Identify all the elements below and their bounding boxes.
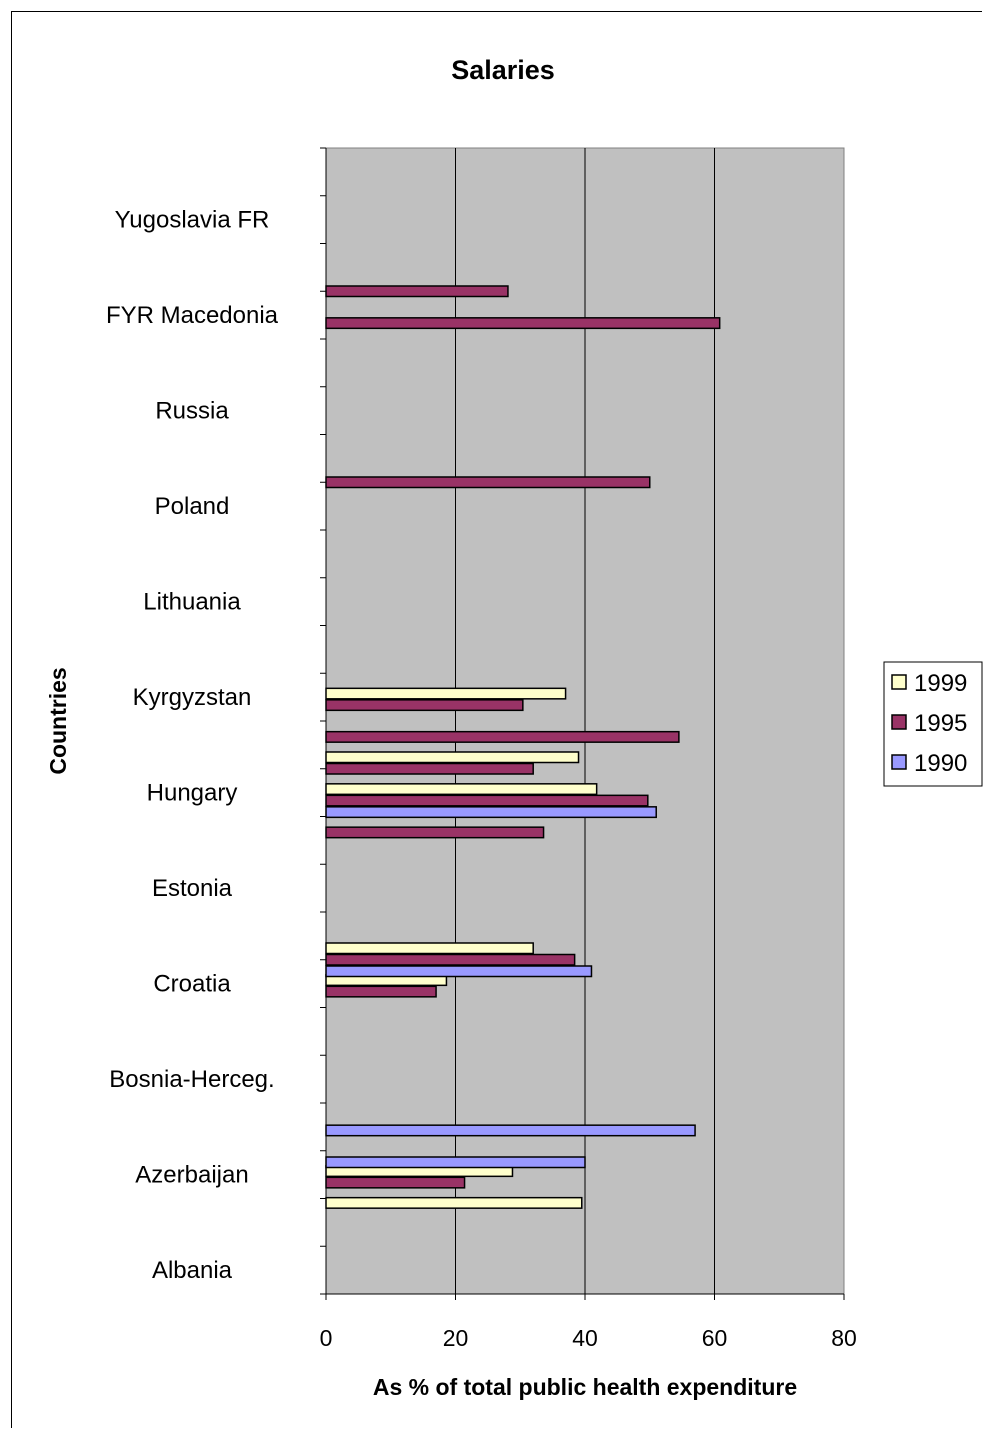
category-label: Lithuania bbox=[143, 589, 241, 616]
category-label: Kyrgyzstan bbox=[133, 684, 252, 711]
bar-1990 bbox=[325, 806, 657, 819]
bar-1999 bbox=[325, 783, 598, 796]
axis-ticks bbox=[320, 147, 845, 1300]
category-label: Yugoslavia FR bbox=[115, 207, 270, 234]
x-tick-label: 60 bbox=[702, 1325, 728, 1351]
chart-frame bbox=[11, 11, 982, 1428]
bar-1995 bbox=[325, 699, 524, 712]
legend-swatch bbox=[891, 754, 907, 770]
legend-label: 1995 bbox=[914, 710, 967, 737]
y-axis-title: Countries bbox=[45, 667, 71, 774]
bar-1990 bbox=[325, 1156, 586, 1169]
bar-1995 bbox=[325, 317, 721, 330]
legend-label: 1999 bbox=[914, 670, 967, 697]
category-label: Bosnia-Herceg. bbox=[109, 1066, 274, 1093]
gridlines bbox=[455, 148, 715, 1294]
legend-swatch bbox=[891, 714, 907, 730]
category-label: Estonia bbox=[152, 875, 233, 902]
bar-1999 bbox=[325, 942, 534, 955]
bar-1995 bbox=[325, 826, 545, 839]
category-label: Russia bbox=[155, 398, 229, 425]
bar-1990 bbox=[325, 965, 593, 978]
category-label: Azerbaijan bbox=[135, 1162, 248, 1189]
category-labels: Yugoslavia FR FYR Macedonia Russia Poland Li… bbox=[106, 207, 279, 1285]
bar-1999 bbox=[325, 751, 580, 764]
x-tick-label: 80 bbox=[831, 1325, 857, 1351]
bar-1995 bbox=[325, 1176, 466, 1189]
x-axis-title: As % of total public health expenditure bbox=[373, 1374, 797, 1400]
bar-1999 bbox=[325, 687, 567, 700]
x-tick-label: 0 bbox=[320, 1325, 333, 1351]
legend-swatch bbox=[891, 674, 907, 690]
bar-1995 bbox=[325, 730, 680, 743]
bar-1995 bbox=[325, 762, 534, 775]
legend-label: 1990 bbox=[914, 750, 967, 777]
category-label: FYR Macedonia bbox=[106, 302, 279, 329]
category-label: Poland bbox=[155, 493, 230, 520]
x-tick-labels: 0 20 40 60 80 bbox=[320, 1325, 857, 1351]
x-tick-label: 20 bbox=[443, 1325, 469, 1351]
legend: 1999 1995 1990 bbox=[891, 670, 967, 777]
category-label: Croatia bbox=[153, 971, 231, 998]
bar-1999 bbox=[325, 1196, 583, 1209]
bar-1995 bbox=[325, 476, 651, 489]
bar-1995 bbox=[325, 953, 576, 966]
bar-1995 bbox=[325, 794, 649, 807]
chart-title: Salaries bbox=[451, 55, 555, 85]
x-tick-label: 40 bbox=[572, 1325, 598, 1351]
bar-1990 bbox=[325, 1124, 696, 1137]
bar-1995 bbox=[325, 985, 437, 998]
category-label: Albania bbox=[152, 1257, 233, 1284]
bar-1995 bbox=[325, 285, 509, 298]
category-label: Hungary bbox=[147, 780, 238, 807]
